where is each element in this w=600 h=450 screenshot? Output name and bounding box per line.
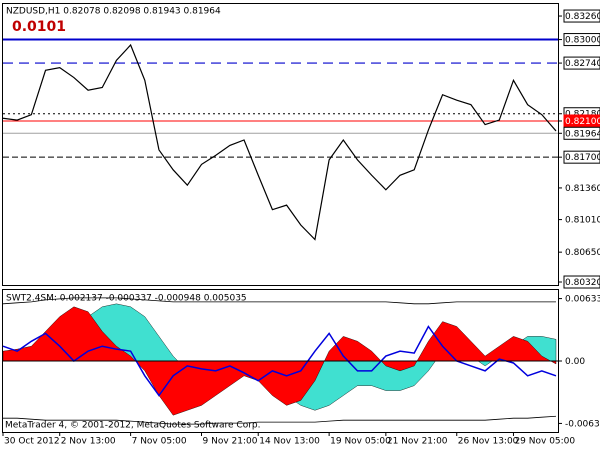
price-box: [563, 56, 600, 70]
price-box: [563, 9, 600, 23]
y-tick-label: 0.81360: [565, 184, 600, 194]
y-tick-label: 0.82100: [565, 117, 600, 127]
x-tick-label: 30 Oct 2012: [4, 437, 60, 447]
y-tick-label: 0.83260: [565, 12, 600, 22]
x-tick-label: 9 Nov 21:00: [203, 437, 258, 447]
price-box: [563, 150, 600, 164]
indicator-line: [3, 415, 557, 425]
y-tick-label: 0.81010: [565, 216, 600, 226]
footer: MetaTrader 4, © 2001-2012, MetaQuotes So…: [5, 421, 261, 431]
price-line: [2, 43, 557, 241]
chart-title: NZDUSD,H1 0.82078 0.82098 0.81943 0.8196…: [6, 7, 221, 17]
y-tick-label: -0.00633: [565, 419, 600, 429]
y-tick-label: 0.80320: [565, 278, 600, 288]
y-tick-label: 0.00633: [565, 295, 600, 305]
y-tick-label: 0.83000: [565, 36, 600, 46]
y-tick-label: 0.81700: [565, 153, 600, 163]
x-tick-label: 19 Nov 05:00: [330, 437, 391, 447]
indicator-line: [2, 297, 556, 305]
x-tick-label: 26 Nov 13:00: [458, 437, 519, 447]
y-tick-label: 0.81964: [565, 129, 600, 139]
y-tick-label: 0.82740: [565, 59, 600, 69]
indicator-title: SWT2.4SM: 0.002137 -0.000337 -0.000948 0…: [6, 294, 247, 304]
price-box: [563, 126, 600, 140]
x-tick-label: 2 Nov 13:00: [61, 437, 116, 447]
x-tick-label: 29 Nov 05:00: [514, 437, 575, 447]
price-box: [563, 275, 600, 289]
x-tick-label: 14 Nov 13:00: [259, 437, 320, 447]
x-tick-label: 21 Nov 21:00: [387, 437, 448, 447]
price-box: [563, 33, 600, 47]
indicator-line: [2, 325, 557, 397]
annotation: 0.0101: [12, 19, 66, 35]
x-tick-label: 7 Nov 05:00: [132, 437, 187, 447]
y-tick-label: 0.00: [565, 357, 585, 367]
price-panel: [2, 3, 559, 286]
y-tick-label: 0.80650: [565, 248, 600, 258]
